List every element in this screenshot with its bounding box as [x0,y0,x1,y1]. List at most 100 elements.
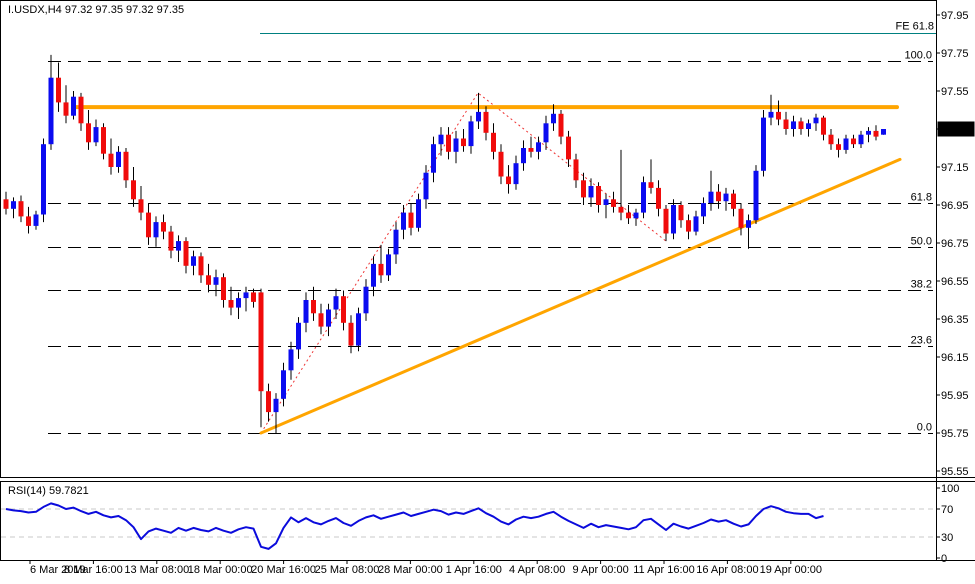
bear-candle [123,151,129,181]
bear-candle [648,182,654,188]
bull-candle [213,277,219,285]
bull-candle [236,298,241,308]
bull-candle [176,241,181,251]
time-tick-label: 9 Apr 00:00 [572,564,628,576]
bull-candle [116,151,121,167]
bull-candle [393,229,399,255]
bear-candle [828,134,834,145]
bear-candle [258,292,264,392]
bull-candle [513,163,519,185]
bear-candle [738,208,744,228]
fib-expansion-label: FE 61.8 [895,21,934,33]
ascending-trendline[interactable] [259,157,902,435]
price-tick-label: 97.55 [941,86,969,98]
bear-candle [506,176,511,185]
bear-candle [311,300,316,314]
bear-candle [221,277,226,300]
bear-candle [138,199,144,213]
bull-candle [858,134,864,145]
bear-candle [161,222,166,232]
bear-candle [873,130,879,137]
bull-candle [191,256,196,266]
bear-candle [348,322,354,346]
bull-candle [93,127,99,143]
bull-candle [71,96,76,116]
bull-candle [536,142,541,152]
bull-candle [438,134,444,145]
bull-candle [41,144,46,215]
bear-candle [498,151,504,177]
bear-candle [821,117,826,135]
time-tick-label: 28 Mar 00:00 [378,564,443,576]
bull-candle [33,214,39,226]
time-tick-label: 18 Mar 00:00 [188,564,253,576]
bull-candle [813,117,819,124]
bull-candle [671,205,676,234]
bear-candle [678,205,684,221]
bear-candle [836,144,841,150]
price-chart-pane[interactable] [0,0,937,478]
bear-candle [131,180,136,200]
bull-candle [746,220,751,228]
bear-candle [183,241,189,266]
bull-candle [551,113,556,124]
bull-candle [641,182,646,213]
price-tick-label: 96.15 [941,352,969,364]
bear-candle [266,391,271,413]
bull-candle [633,212,639,219]
bear-candle [491,132,496,152]
bull-candle [296,322,301,350]
bull-candle [371,263,376,287]
rsi-indicator-pane[interactable] [0,481,937,561]
bull-candle [153,222,159,238]
bear-candle [341,296,346,323]
time-tick-label: 25 Mar 08:00 [315,564,380,576]
bear-candle [18,201,24,217]
rsi-axis-label: 100 [941,483,959,495]
bull-candle [423,172,429,200]
price-tick-label: 95.75 [941,428,969,440]
fib-level-label: 23.6 [911,335,932,347]
bear-candle [378,263,384,276]
bull-candle [588,186,594,198]
bear-candle [168,231,174,251]
price-tick-label: 96.95 [941,200,969,212]
bear-candle [626,212,631,219]
bear-candle [56,77,61,103]
chart-symbol-title: I.USDX,H4 97.32 97.35 97.32 97.35 [8,4,185,16]
bear-candle [851,138,856,145]
time-tick-label: 11 Apr 16:00 [633,564,695,576]
time-tick-label: 8 Mar 16:00 [64,564,123,576]
bear-candle [318,313,324,327]
bear-candle [446,134,451,152]
bull-candle [333,296,339,310]
current-price-label: 97.35 [941,124,969,136]
bear-candle [86,123,91,143]
price-tick-label: 96.35 [941,314,969,326]
bear-candle [198,256,204,276]
bull-candle [791,121,796,129]
fib-level-label: 0.0 [917,422,932,434]
fib-level-label: 50.0 [911,236,932,248]
bear-candle [408,212,414,228]
bull-candle [806,123,811,129]
bull-candle [761,117,766,171]
bull-candle [521,148,526,164]
bull-candle [843,138,849,150]
bull-candle [453,138,459,152]
bear-candle [558,113,564,137]
price-tick-label: 97.95 [941,10,969,22]
price-tick-label: 97.15 [941,162,969,174]
bull-candle [401,212,406,230]
bear-candle [251,292,256,302]
bear-candle [228,300,234,308]
bull-candle [693,216,699,232]
rsi-line [5,502,824,550]
rsi-axis-label: 30 [941,532,953,544]
bear-candle [483,111,489,133]
bull-candle [881,129,886,135]
bear-candle [26,216,31,226]
time-tick-label: 1 Apr 16:00 [446,564,502,576]
